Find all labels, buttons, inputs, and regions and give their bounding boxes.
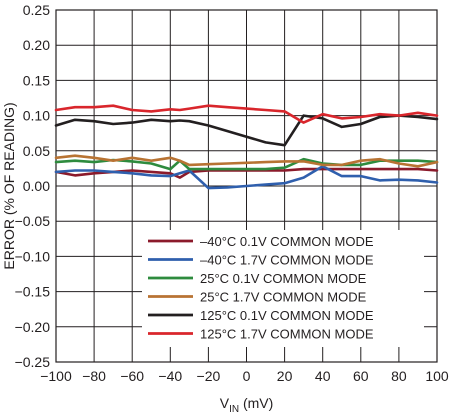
series-line-1 — [54, 167, 439, 179]
y-tick-label: −0.05 — [15, 213, 51, 229]
x-axis-title-subscript: IN — [229, 404, 239, 415]
legend-label: 125°C 0.1V COMMON MODE — [200, 308, 374, 323]
plot-frame — [55, 9, 438, 363]
y-tick-labels: −0.25 −0.20 −0.15 −0.10 −0.05 0.00 0.05 0.10 0.1… — [15, 2, 51, 370]
x-tick-label: −40 — [158, 368, 182, 384]
y-tick-label: −0.15 — [15, 284, 51, 300]
x-tick-label: −100 — [40, 368, 72, 384]
x-axis-title-main: V — [220, 395, 230, 411]
x-axis-title: VIN (mV) — [220, 395, 274, 415]
x-tick-label: 60 — [353, 368, 369, 384]
series-line-2 — [54, 165, 439, 190]
x-tick-label: 80 — [391, 368, 407, 384]
series-line-5 — [54, 114, 439, 147]
y-axis-title: ERROR (% OF READING) — [1, 102, 17, 269]
x-tick-label: 40 — [315, 368, 331, 384]
legend-background — [142, 230, 424, 347]
y-tick-label: 0.00 — [23, 178, 50, 194]
x-tick-label: −80 — [82, 368, 106, 384]
y-tick-label: 0.10 — [23, 108, 50, 124]
series-line-3 — [54, 157, 439, 171]
legend: –40°C 0.1V COMMON MODE –40°C 1.7V COMMON … — [142, 230, 424, 347]
y-tick-label: −0.10 — [15, 248, 51, 264]
x-tick-label: 0 — [243, 368, 251, 384]
legend-label: 25°C 0.1V COMMON MODE — [200, 271, 367, 286]
series-line-6 — [54, 104, 439, 124]
x-tick-label: −60 — [120, 368, 144, 384]
y-tick-label: −0.20 — [15, 319, 51, 335]
legend-label: –40°C 1.7V COMMON MODE — [200, 253, 374, 268]
series-line-4 — [54, 154, 439, 168]
y-tick-label: −0.25 — [15, 354, 51, 370]
x-axis-title-unit: (mV) — [239, 395, 273, 411]
y-tick-label: 0.15 — [23, 72, 50, 88]
legend-label: 125°C 1.7V COMMON MODE — [200, 327, 374, 342]
x-tick-labels: −100 −80 −60 −40 −20 0 20 40 60 80 100 — [40, 368, 449, 384]
y-tick-label: 0.20 — [23, 37, 50, 53]
x-tick-label: −20 — [197, 368, 221, 384]
legend-label: 25°C 1.7V COMMON MODE — [200, 290, 367, 305]
series-lines — [54, 104, 439, 190]
y-tick-label: 0.05 — [23, 143, 50, 159]
x-tick-label: 20 — [277, 368, 293, 384]
legend-label: –40°C 0.1V COMMON MODE — [200, 234, 374, 249]
y-tick-label: 0.25 — [23, 2, 50, 18]
x-tick-label: 100 — [425, 368, 449, 384]
